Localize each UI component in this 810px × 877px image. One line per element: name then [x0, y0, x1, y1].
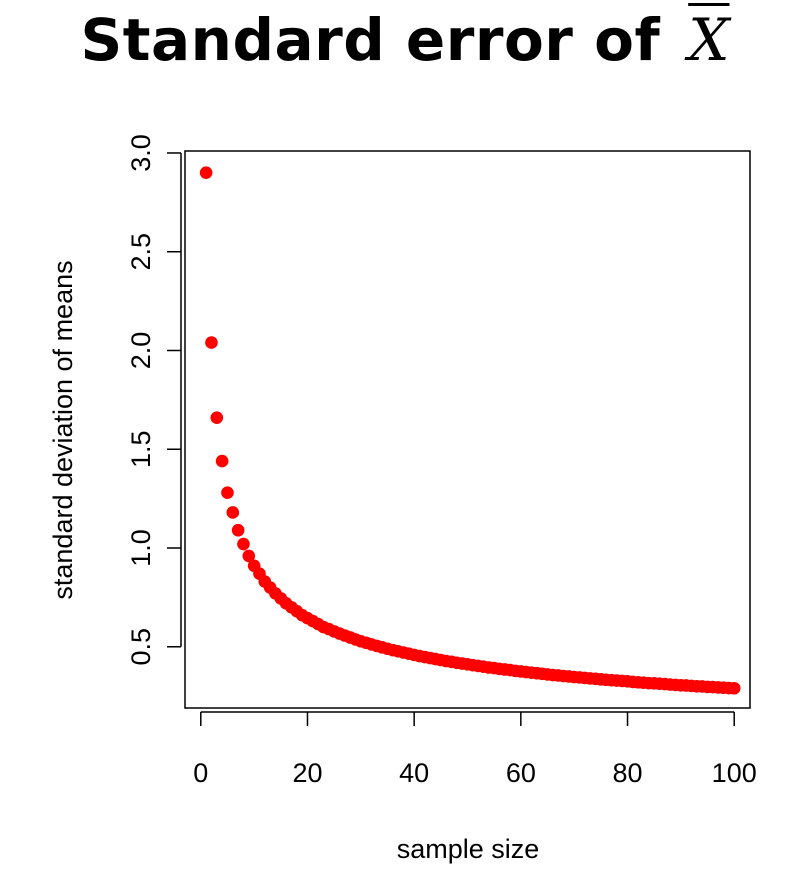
x-tick-label: 40	[399, 758, 429, 788]
data-point	[231, 523, 245, 537]
data-point	[226, 506, 240, 519]
data-point	[242, 549, 256, 563]
x-tick-label: 20	[292, 758, 322, 788]
data-point	[199, 166, 213, 180]
chart-title: Standard error of X	[0, 6, 810, 86]
x-tick-label: 80	[613, 758, 643, 788]
data-point	[237, 537, 250, 551]
y-axis: 0.5 1.0 1.5 2.0 2.5 3.0	[126, 134, 182, 666]
y-tick-label: 2.5	[126, 233, 156, 271]
chart-title-symbol: X	[688, 6, 730, 74]
y-tick-label: 2.0	[126, 332, 156, 370]
data-point	[210, 411, 224, 424]
x-tick-label: 60	[506, 758, 536, 788]
data-point	[727, 681, 741, 695]
chart-title-text: Standard error of	[80, 6, 661, 74]
data-point	[205, 336, 218, 349]
data-points	[199, 166, 741, 695]
plot-frame	[184, 150, 751, 709]
x-axis-label: sample size	[397, 834, 540, 864]
y-tick-label: 0.5	[126, 628, 156, 666]
y-tick-label: 1.0	[126, 529, 156, 567]
x-tick-label: 100	[712, 758, 757, 788]
y-tick-label: 3.0	[126, 134, 156, 172]
data-point	[221, 486, 234, 500]
x-axis: 0 20 40 60 80 100	[193, 711, 757, 788]
x-tick-label: 0	[193, 758, 208, 788]
y-tick-label: 1.5	[126, 430, 156, 468]
data-point	[215, 454, 229, 468]
y-axis-label: standard deviation of means	[48, 260, 78, 599]
